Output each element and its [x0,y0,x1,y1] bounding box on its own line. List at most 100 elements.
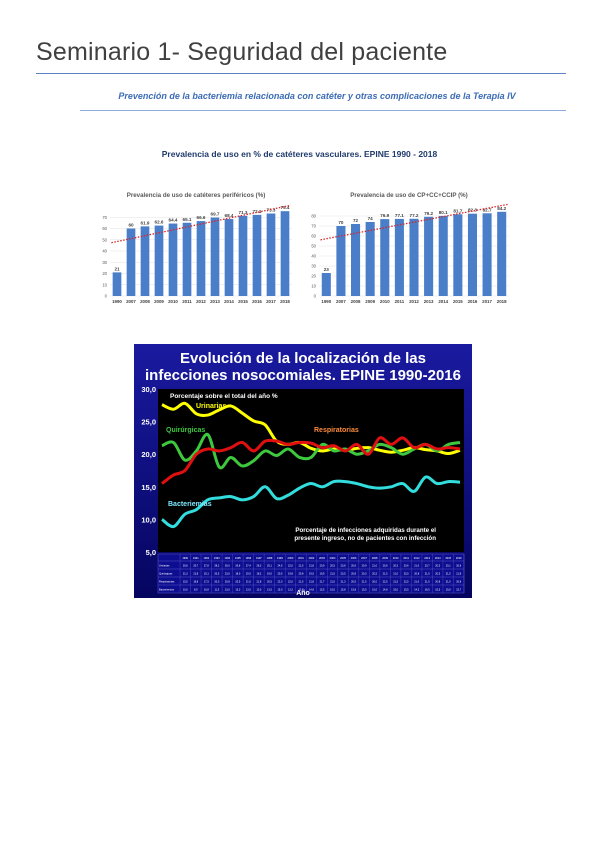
table-cell: 21,5 [425,573,430,576]
table-cell: 15,5 [320,589,325,592]
table-cell: 21,8 [309,565,314,568]
x-tick-label: 2007 [336,299,346,304]
table-cell: 13,0 [256,589,261,592]
x-tick-label: 2014 [438,299,448,304]
table-header-cell: 1999 [277,556,283,560]
table-cell: 8,9 [194,589,198,592]
bar [497,211,507,296]
table-cell: 21,5 [383,573,388,576]
table-cell: 18,0 [235,573,240,576]
table-cell: 15,0 [372,589,377,592]
table-cell: 21,8 [256,581,261,584]
y-tick-label: 20 [102,271,107,276]
x-tick-label: 2009 [365,299,375,304]
bar [210,217,220,296]
table-cell: 21,0 [446,581,451,584]
table-header-cell: 2001 [298,556,304,560]
bar [266,213,276,296]
y-tick-label: 30,0 [141,385,156,394]
table-header-cell: 2012 [414,556,420,560]
data-table [157,553,465,594]
x-tick-label: 2013 [424,299,434,304]
table-cell: 25,1 [267,565,272,568]
x-axis-label: Año [296,590,310,597]
x-tick-label: 2009 [154,299,164,304]
bar [321,273,331,296]
table-cell: 20,0 [404,573,409,576]
table-cell: 20,7 [193,565,198,568]
table-cell: 15,0 [277,589,282,592]
table-cell: 18,2 [256,573,261,576]
table-cell: 22,0 [288,565,293,568]
data-label: 71.3 [239,210,248,215]
series-label: Urinarias [196,403,226,410]
table-header-cell: 1996 [245,556,251,560]
table-header-cell: 1993 [214,556,220,560]
x-tick-label: 2018 [497,299,507,304]
table-cell: 20,0 [372,581,377,584]
bar [424,216,434,296]
table-cell: 27,8 [204,565,209,568]
table-cell: 20,9 [320,565,325,568]
table-cell: 20,5 [235,581,240,584]
series-line-urinarias [161,401,461,456]
infection-evolution-chart: Evolución de la localización de lasinfec… [134,344,472,598]
bar [252,214,262,296]
table-cell: 19,5 [309,573,314,576]
x-tick-label: 2010 [168,299,178,304]
bar [467,213,477,296]
table-cell: 20,5 [214,573,219,576]
data-label: 82.7 [483,207,492,212]
x-tick-label: 2012 [196,299,206,304]
x-tick-label: 2011 [182,299,192,304]
series-label: Quirúrgicas [166,427,205,434]
table-cell: 15,8 [446,589,451,592]
table-cell: 20,5 [351,581,356,584]
table-cell: 20,9 [362,565,367,568]
y-tick-label: 40 [311,254,316,259]
table-cell: 20,5 [372,573,377,576]
table-row-label: Urinarias [159,564,170,568]
y-tick-label: 0 [105,294,108,299]
data-label: 76.9 [380,213,389,218]
table-cell: 24,5 [277,565,282,568]
x-tick-label: 2015 [453,299,463,304]
x-tick-label: 2007 [126,299,136,304]
table-header-cell: 2003 [319,556,325,560]
bar [453,214,463,296]
table-cell: 20,5 [435,565,440,568]
section-title: Prevalencia de uso en % de catéteres vas… [161,149,438,159]
table-cell: 22,0 [277,581,282,584]
x-tick-label: 2018 [280,299,290,304]
y-tick-label: 50 [102,237,107,242]
data-label: 61.9 [141,220,150,225]
table-row-label: Bacteriemias [159,588,175,592]
y-tick-label: 40 [102,249,107,254]
bar [238,215,248,296]
data-label: 77.2 [410,213,419,218]
table-cell: 26,0 [225,565,230,568]
table-header-cell: 1997 [256,556,262,560]
table-cell: 14,8 [309,589,314,592]
table-cell: 20,0 [214,581,219,584]
data-label: 21 [114,266,120,271]
table-cell: 21,0 [414,565,419,568]
bar [365,222,375,296]
table-header-cell: 2006 [351,556,357,560]
table-cell: 20,1 [446,565,451,568]
y-tick-label: 50 [311,244,316,249]
y-tick-label: 15,0 [141,483,156,492]
table-cell: 21,3 [341,581,346,584]
table-cell: 15,0 [393,589,398,592]
table-cell: 28,2 [214,565,219,568]
x-tick-label: 2013 [210,299,220,304]
table-cell: 20,8 [435,581,440,584]
table-cell: 20,6 [383,565,388,568]
table-header-cell: 2010 [393,556,399,560]
table-cell: 10,0 [183,589,188,592]
bar [112,272,122,296]
data-label: 84.2 [497,206,506,211]
table-cell: 21,0 [372,565,377,568]
y-tick-label: 10,0 [141,515,156,524]
table-cell: 26,3 [256,565,261,568]
